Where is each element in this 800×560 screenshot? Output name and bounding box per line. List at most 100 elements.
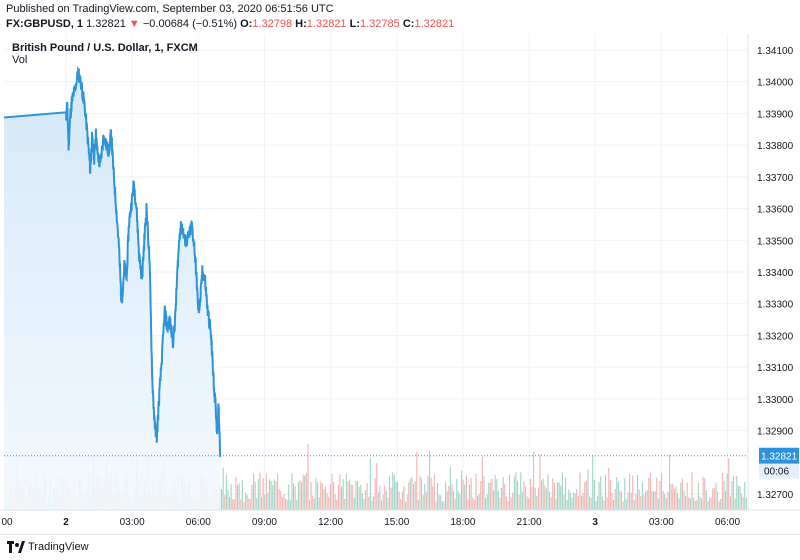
volume-bar (414, 481, 416, 510)
x-tick-label: 03:00 (649, 517, 674, 528)
volume-bar (606, 497, 608, 510)
volume-bar (598, 482, 600, 510)
close-value: 1.32821 (414, 18, 455, 30)
volume-bar (382, 494, 384, 510)
high-value: 1.32821 (306, 18, 347, 30)
volume-bar (523, 481, 525, 510)
volume-bar (401, 491, 403, 510)
volume-bar (387, 497, 389, 510)
volume-bar (408, 482, 410, 510)
volume-bar (731, 481, 733, 510)
volume-bar (393, 474, 395, 510)
volume-bar (251, 485, 253, 510)
volume-bar (659, 480, 661, 510)
volume-bar (293, 483, 295, 510)
symbol-name: FX:GBPUSD, 1 (6, 18, 84, 30)
volume-bar (477, 495, 479, 510)
volume-bar (685, 496, 687, 510)
high-label: H: (295, 18, 307, 30)
volume-bar (656, 477, 658, 510)
volume-bar (645, 491, 647, 510)
last-price-tag-text: 1.32821 (761, 452, 798, 463)
chart-legend-title: British Pound / U.S. Dollar, 1, FXCM (12, 42, 198, 54)
volume-bar (325, 486, 327, 510)
volume-bar (696, 500, 698, 510)
volume-bar (283, 493, 285, 510)
volume-bar (622, 501, 624, 510)
chart-area[interactable]: 1.34100 1.34000 1.33900 1.33800 1.33700 1.336… (0, 34, 800, 534)
volume-bar (694, 500, 696, 510)
volume-bar (454, 498, 456, 510)
volume-bar (264, 494, 266, 510)
volume-bar (518, 494, 520, 510)
volume-bar (413, 483, 415, 510)
volume-bar (312, 495, 314, 510)
countdown-tag (759, 463, 799, 479)
volume-bar (353, 497, 355, 510)
volume-bar (619, 490, 621, 510)
volume-bar (411, 477, 413, 510)
volume-bar (435, 501, 437, 510)
volume-bar (430, 477, 432, 510)
volume-bar (509, 474, 511, 510)
volume-bar (595, 501, 597, 510)
tradingview-logo-icon[interactable] (7, 541, 25, 553)
volume-bar (398, 491, 400, 510)
volume-bar (349, 479, 351, 510)
volume-bar (248, 498, 250, 510)
volume-bar (739, 486, 741, 510)
volume-bar (729, 496, 731, 510)
volume-bar (299, 480, 301, 510)
volume-bar (424, 483, 426, 510)
volume-bar (270, 480, 272, 510)
volume-bar (256, 498, 258, 510)
volume-bar (566, 500, 568, 510)
volume-bar (651, 491, 653, 510)
y-tick-label: 1.33100 (757, 363, 794, 374)
change-arrow: ▼ (128, 18, 140, 30)
volume-bar (560, 485, 562, 510)
volume-bar (704, 478, 706, 510)
last-price-tag (759, 447, 799, 464)
volume-bar (654, 491, 656, 510)
volume-bar (345, 474, 347, 510)
volume-bar (469, 484, 471, 510)
price-area-fill (4, 68, 221, 510)
volume-bar (648, 477, 650, 510)
volume-bar (240, 499, 242, 510)
tradingview-brand[interactable]: TradingView (28, 541, 89, 553)
y-tick-label: 1.33000 (757, 395, 794, 406)
volume-bar (569, 492, 571, 510)
volume-bar (712, 488, 714, 510)
y-tick-label: 1.33700 (757, 173, 794, 184)
volume-bar (229, 496, 231, 510)
volume-bar (457, 491, 459, 510)
volume-bar (374, 478, 376, 510)
volume-bar (702, 476, 704, 510)
volume-bar (360, 485, 362, 510)
volume-bar (593, 479, 595, 510)
volume-bar (459, 494, 461, 510)
volume-bar (531, 486, 533, 510)
volume-bar (521, 492, 523, 510)
volume-bar (502, 477, 504, 510)
volume-bar (670, 484, 672, 510)
volume-bar (557, 482, 559, 510)
volume-bar (728, 458, 730, 510)
volume-bar (441, 501, 443, 510)
volume-bar (635, 494, 637, 510)
volume-bar (446, 490, 448, 510)
volume-bar (465, 475, 467, 510)
open-label: O: (240, 18, 253, 30)
volume-bar (584, 482, 586, 510)
y-tick-label: 1.34000 (757, 78, 794, 89)
volume-bar (310, 482, 312, 510)
volume-bar (307, 443, 309, 510)
volume-bar (632, 475, 634, 510)
volume-bar (697, 483, 699, 510)
volume-bar (339, 474, 341, 510)
volume-bar (689, 498, 691, 510)
y-tick-label: 1.33500 (757, 236, 794, 247)
price-chart[interactable]: 1.34100 1.34000 1.33900 1.33800 1.33700 1.336… (0, 34, 800, 534)
volume-bar (406, 494, 408, 510)
